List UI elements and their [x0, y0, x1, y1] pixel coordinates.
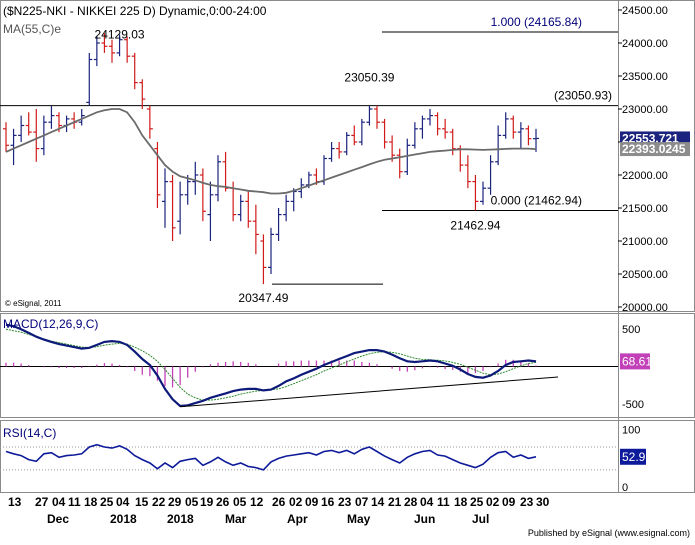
ma-label: MA(55,C)e	[3, 22, 61, 36]
ma55-line	[5, 108, 537, 195]
price-tick-label: 21000.00	[622, 236, 668, 248]
price-tick-label: 20000.00	[622, 302, 668, 314]
x-month-label: 2018	[167, 512, 194, 526]
x-day-label: 05	[233, 495, 247, 509]
resistance-label: (23050.93)	[554, 89, 612, 103]
rsi-tick-label: 0	[622, 482, 628, 494]
rsi-tick-label: 100	[622, 425, 640, 437]
x-day-label: 22	[152, 495, 166, 509]
macd-tick-label: -500	[622, 399, 644, 411]
x-day-label: 15	[135, 495, 149, 509]
x-day-label: 09	[502, 495, 516, 509]
macd-value-box	[620, 353, 650, 370]
ma-value-box	[620, 142, 690, 157]
x-day-label: 04	[116, 495, 130, 509]
labels: ($N225-NKI - NIKKEI 225 D) Dynamic,0:00-…	[3, 4, 690, 538]
x-day-label: 05	[185, 495, 199, 509]
price-annotation: 24129.03	[95, 27, 145, 41]
rsi-panel: 10050052.9	[0, 425, 646, 494]
x-day-label: 19	[200, 495, 214, 509]
last-close-box	[620, 131, 690, 146]
x-day-label: 23	[520, 495, 534, 509]
macd-tick-label: 500	[622, 324, 640, 336]
x-month-label: May	[347, 512, 371, 526]
price-annotation: 23050.39	[344, 71, 394, 85]
price-panel: 24500.0024000.0023500.0023000.0022500.00…	[0, 5, 690, 314]
x-day-label: 12	[250, 495, 264, 509]
x-day-label: 04	[52, 495, 66, 509]
x-day-label: 18	[84, 495, 98, 509]
price-tick-label: 22000.00	[622, 170, 668, 182]
macd-line	[5, 323, 537, 408]
x-axis: 13 27 04 11 18 25 04 15 22 29 05 19 26 05 12 26 02 09 16 23…	[8, 495, 550, 526]
footer-credit: Published by eSignal (www.esignal.com)	[528, 528, 690, 538]
rsi-value-box	[620, 448, 646, 465]
x-day-label: 11	[68, 495, 81, 509]
x-day-label: 30	[536, 495, 550, 509]
rsi-label: RSI(14,C)	[3, 426, 56, 440]
x-month-label: Dec	[47, 512, 69, 526]
x-month-label: 2018	[110, 512, 137, 526]
x-day-label: 14	[371, 495, 385, 509]
x-day-label: 02	[289, 495, 303, 509]
x-month-label: Mar	[225, 512, 247, 526]
rsi-value-text: 52.9	[622, 450, 646, 464]
x-day-label: 09	[305, 495, 319, 509]
macd-label: MACD(12,26,9,C)	[3, 317, 98, 331]
x-day-label: 16	[321, 495, 335, 509]
x-month-label: Apr	[287, 512, 308, 526]
macd-panel: 500 -500 68.61	[0, 323, 652, 411]
x-day-label: 11	[437, 495, 450, 509]
macd-trendline	[180, 376, 559, 408]
x-day-label: 13	[8, 495, 22, 509]
x-day-label: 18	[454, 495, 468, 509]
price-annotation: 21462.94	[450, 218, 500, 232]
price-tick-label: 23000.00	[622, 104, 668, 116]
fib-label: 1.000 (24165.84)	[491, 15, 582, 29]
price-annotation: 20347.49	[238, 291, 288, 305]
x-day-label: 27	[35, 495, 49, 509]
x-day-label: 21	[388, 495, 402, 509]
ma-value-text: 22393.0245	[622, 142, 686, 156]
x-day-label: 04	[420, 495, 434, 509]
watermark: © eSignal, 2011	[5, 299, 62, 308]
price-tick-label: 24000.00	[622, 38, 668, 50]
x-day-label: 25	[470, 495, 484, 509]
x-day-label: 26	[272, 495, 286, 509]
x-day-label: 02	[486, 495, 500, 509]
fib-label: 0.000 (21462.94)	[491, 193, 582, 207]
x-month-label: Jul	[472, 512, 489, 526]
x-month-label: Jun	[414, 512, 435, 526]
price-tick-label: 24500.00	[622, 5, 668, 17]
price-title: ($N225-NKI - NIKKEI 225 D) Dynamic,0:00-…	[3, 4, 267, 18]
x-day-label: 28	[404, 495, 418, 509]
rsi-line	[5, 443, 537, 471]
last-close-text: 22553.721	[622, 131, 679, 145]
x-day-label: 29	[168, 495, 182, 509]
price-tick-label: 23500.00	[622, 71, 668, 83]
x-day-label: 25	[100, 495, 114, 509]
price-tick-label: 21500.00	[622, 203, 668, 215]
x-day-label: 07	[355, 495, 369, 509]
price-tick-label: 20500.00	[622, 269, 668, 281]
x-day-label: 26	[216, 495, 230, 509]
macd-value-text: 68.61	[622, 354, 652, 368]
x-day-label: 23	[338, 495, 352, 509]
